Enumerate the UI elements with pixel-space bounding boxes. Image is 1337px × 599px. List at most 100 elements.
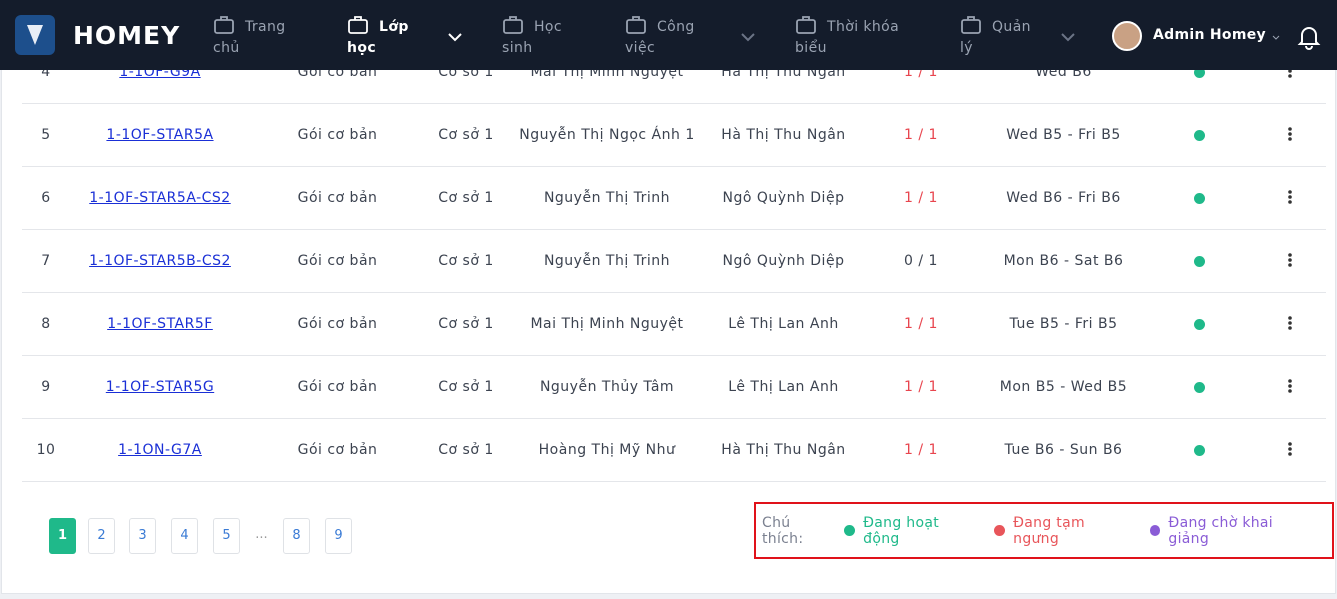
table-cell: Wed B5 - Fri B5 xyxy=(1006,127,1121,143)
table-cell: Mon B5 - Wed B5 xyxy=(999,379,1128,395)
row-menu[interactable] xyxy=(1286,252,1294,272)
legend-title: Chú thích: xyxy=(762,514,804,547)
table-cell: 1 / 1 xyxy=(904,442,938,458)
legend-dot xyxy=(994,525,1006,536)
nav-label[interactable]: Thời khóa biểu xyxy=(795,19,900,56)
class-link[interactable]: 1-1OF-STAR5B-CS2 xyxy=(89,253,231,269)
table-cell: Gói cơ bản xyxy=(297,127,378,143)
table-cell: 1 / 1 xyxy=(904,127,938,143)
nav-label[interactable]: Công việc xyxy=(625,19,695,56)
table-cell: Tue B6 - Sun B6 xyxy=(1004,442,1123,458)
user-caret[interactable] xyxy=(1271,33,1281,41)
legend-label: Đang tạm ngưng xyxy=(1013,514,1085,547)
row-menu[interactable] xyxy=(1286,189,1294,209)
table-row: 6 1-1OF-STAR5A-CS2 Gói cơ bản Cơ sở 1 Nguyễn… xyxy=(22,167,1326,230)
page-button[interactable]: 4 xyxy=(171,518,198,554)
table-cell: 6 xyxy=(41,190,51,206)
user-name[interactable]: Admin Homey xyxy=(1153,27,1266,43)
table-row: 5 1-1OF-STAR5A Gói cơ bản Cơ sở 1 Nguyễn Thị… xyxy=(22,104,1326,167)
table-cell: Gói cơ bản xyxy=(297,379,378,395)
class-link[interactable]: 1-1ON-G7A xyxy=(118,442,202,458)
nav-label[interactable]: Trang chủ xyxy=(213,19,286,56)
page-button[interactable]: 2 xyxy=(88,518,115,554)
table-cell: 7 xyxy=(41,253,51,269)
class-link[interactable]: 1-1OF-STAR5A-CS2 xyxy=(89,190,231,206)
table-cell: Nguyễn Thủy Tâm xyxy=(539,379,675,395)
table-cell: 4 xyxy=(41,64,51,80)
table-row: 7 1-1OF-STAR5B-CS2 Gói cơ bản Cơ sở 1 Nguyễn… xyxy=(22,230,1326,293)
table-cell: Cơ sở 1 xyxy=(438,127,494,143)
table-cell: Nguyễn Thị Trinh xyxy=(543,190,671,206)
nav-item[interactable]: Công việc xyxy=(625,15,710,59)
class-link[interactable]: 1-1OF-STAR5G xyxy=(105,379,215,395)
table-cell: Lê Thị Lan Anh xyxy=(728,379,839,395)
page-button[interactable]: 8 xyxy=(283,518,310,554)
status-dot xyxy=(1194,193,1205,204)
table-cell: 1-1ON-G7A xyxy=(70,419,250,482)
table-cell: Ngô Quỳnh Diệp xyxy=(722,253,845,269)
table-cell: Ngô Quỳnh Diệp xyxy=(722,190,845,206)
row-menu[interactable] xyxy=(1286,378,1294,398)
table-cell: 0 / 1 xyxy=(904,253,938,269)
table-cell: Gói cơ bản xyxy=(297,316,378,332)
table-cell: 9 xyxy=(41,379,51,395)
nav-chevron[interactable] xyxy=(740,28,756,47)
nav-label[interactable]: Quản lý xyxy=(960,19,1031,56)
table-row: 8 1-1OF-STAR5F Gói cơ bản Cơ sở 1 Mai Thị Mi… xyxy=(22,293,1326,356)
table-cell: Lê Thị Lan Anh xyxy=(728,316,839,332)
row-menu[interactable] xyxy=(1286,441,1294,461)
table-cell: Cơ sở 1 xyxy=(438,253,494,269)
logo[interactable] xyxy=(15,15,55,55)
status-dot xyxy=(1194,130,1205,141)
top-bar: HOMEY Admin Homey Trang chủ Lớp học Học si… xyxy=(0,0,1337,70)
status-dot xyxy=(1194,382,1205,393)
row-menu[interactable] xyxy=(1286,126,1294,146)
table-cell: 8 xyxy=(41,316,51,332)
table-cell: 1 / 1 xyxy=(904,379,938,395)
nav-item[interactable]: Lớp học xyxy=(347,15,442,59)
table-cell: 10 xyxy=(36,442,56,458)
table-cell: Gói cơ bản xyxy=(297,190,378,206)
nav-label[interactable]: Lớp học xyxy=(347,19,409,56)
class-link[interactable]: 1-1OF-STAR5F xyxy=(107,316,213,332)
page-button[interactable]: 5 xyxy=(213,518,240,554)
nav-item[interactable]: Trang chủ xyxy=(213,15,293,59)
page-button[interactable]: 3 xyxy=(129,518,156,554)
status-dot xyxy=(1194,319,1205,330)
avatar[interactable] xyxy=(1112,21,1142,51)
table-cell: 5 xyxy=(41,127,51,143)
table-cell: Mon B6 - Sat B6 xyxy=(1003,253,1124,269)
table-cell: 1-1OF-STAR5F xyxy=(70,293,250,356)
table-cell: Gói cơ bản xyxy=(297,253,378,269)
page-button: ... xyxy=(248,518,275,554)
nav-item[interactable]: Quản lý xyxy=(960,15,1035,59)
class-link[interactable]: 1-1OF-STAR5A xyxy=(106,127,214,143)
notification-bell[interactable] xyxy=(1296,24,1322,50)
table-cell: Cơ sở 1 xyxy=(438,190,494,206)
table-cell: Mai Thị Minh Nguyệt xyxy=(530,316,684,332)
row-menu[interactable] xyxy=(1286,315,1294,335)
page-button[interactable]: 9 xyxy=(325,518,352,554)
table-cell: 1 / 1 xyxy=(904,190,938,206)
nav-chevron[interactable] xyxy=(1060,28,1076,47)
table-cell: 1-1OF-STAR5A-CS2 xyxy=(70,167,250,230)
table-row: 10 1-1ON-G7A Gói cơ bản Cơ sở 1 Hoàng Thị Mỹ… xyxy=(22,419,1326,482)
table-cell: Nguyễn Thị Trinh xyxy=(543,253,671,269)
page-button[interactable]: 1 xyxy=(49,518,76,554)
nav-label[interactable]: Học sinh xyxy=(502,19,562,56)
table-cell: 1 / 1 xyxy=(904,316,938,332)
table-cell: Cơ sở 1 xyxy=(438,442,494,458)
nav-item[interactable]: Học sinh xyxy=(502,15,582,59)
table-cell: Hà Thị Thu Ngân xyxy=(721,442,846,458)
nav-item[interactable]: Thời khóa biểu xyxy=(795,15,907,59)
table-cell: Hoàng Thị Mỹ Như xyxy=(538,442,676,458)
table-cell: 1-1OF-STAR5G xyxy=(70,356,250,419)
legend-dot xyxy=(844,525,856,536)
status-dot xyxy=(1194,256,1205,267)
brand[interactable]: HOMEY xyxy=(73,21,181,50)
legend-label: Đang hoạt động xyxy=(863,514,940,547)
nav-chevron[interactable] xyxy=(447,28,463,47)
table-cell: Tue B5 - Fri B5 xyxy=(1009,316,1118,332)
table-cell: Wed B6 - Fri B6 xyxy=(1006,190,1121,206)
